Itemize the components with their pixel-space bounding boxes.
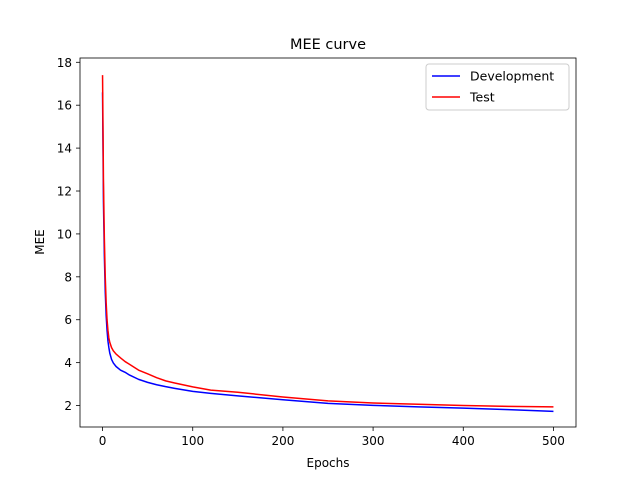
y-tick-label: 12 bbox=[57, 185, 72, 199]
y-tick-label: 16 bbox=[57, 99, 72, 113]
series-line-development bbox=[101, 92, 554, 413]
y-tick-label: 2 bbox=[64, 399, 72, 413]
axis-ticks: 0 100 200 300 400 500 2 4 6 8 10 12 14 16 18 bbox=[57, 56, 565, 448]
y-tick-label: 4 bbox=[64, 356, 72, 370]
x-axis-label: Epochs bbox=[307, 456, 350, 470]
y-tick-label: 14 bbox=[57, 142, 72, 156]
y-axis-label: MEE bbox=[33, 229, 47, 255]
legend-box bbox=[425, 63, 570, 111]
x-tick-label: 300 bbox=[362, 434, 385, 448]
legend-label-development: Development bbox=[470, 69, 554, 84]
x-tick-label: 100 bbox=[181, 434, 204, 448]
y-tick-label: 8 bbox=[64, 270, 72, 284]
chart-title: MEE curve bbox=[290, 37, 366, 53]
series-line-test bbox=[101, 75, 554, 408]
legend-label-test: Test bbox=[469, 90, 495, 105]
y-tick-label: 18 bbox=[57, 56, 72, 70]
x-tick-label: 400 bbox=[452, 434, 475, 448]
x-tick-label: 500 bbox=[542, 434, 565, 448]
plot-lines bbox=[101, 75, 554, 413]
y-tick-label: 10 bbox=[57, 227, 72, 241]
y-tick-label: 6 bbox=[64, 313, 72, 327]
legend: Development Test bbox=[425, 63, 570, 111]
plot-frame bbox=[79, 57, 577, 428]
x-tick-label: 0 bbox=[99, 434, 107, 448]
x-tick-label: 200 bbox=[271, 434, 294, 448]
